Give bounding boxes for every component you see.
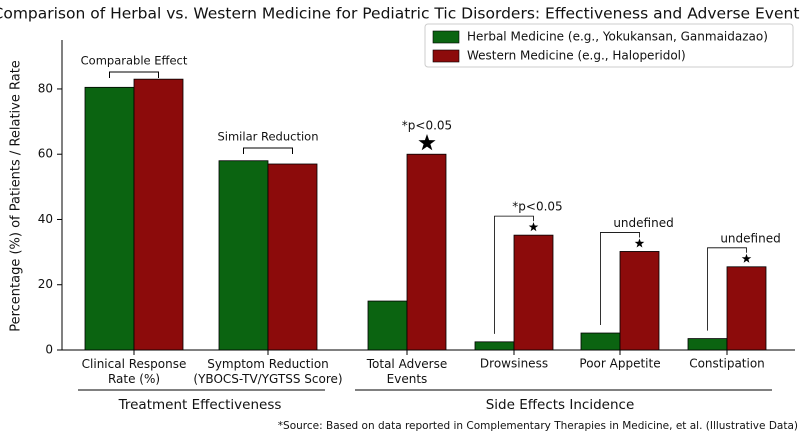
bracket	[494, 215, 534, 334]
legend-label: Herbal Medicine (e.g., Yokukansan, Ganma…	[467, 30, 768, 44]
annotation: Similar Reduction	[217, 130, 318, 144]
bar	[367, 300, 408, 351]
chart-title: Comparison of Herbal vs. Western Medicin…	[0, 5, 800, 23]
x-tick-label: Symptom Reduction (YBOCS-TV/YGTSS Score)	[193, 357, 342, 386]
bar	[580, 332, 621, 351]
bar	[726, 266, 767, 351]
annotation: Comparable Effect	[81, 54, 188, 68]
annotation: *p<0.05	[402, 119, 452, 133]
y-axis-label: Percentage (%) of Patients / Relative Ra…	[9, 60, 24, 332]
y-tick-label: 60	[38, 147, 53, 161]
bar	[218, 160, 269, 351]
significance-star	[634, 238, 645, 248]
bar	[687, 338, 728, 351]
x-tick-label: Poor Appetite	[579, 357, 660, 371]
bar	[474, 341, 515, 351]
significance-star	[741, 253, 752, 263]
significance-star	[528, 222, 539, 232]
bar	[84, 86, 135, 351]
x-tick-label: Clinical Response Rate (%)	[82, 357, 187, 386]
bar	[133, 78, 184, 351]
bracket	[600, 232, 640, 326]
legend-swatch	[432, 49, 460, 63]
y-tick-label: 20	[38, 277, 53, 291]
bar	[619, 251, 660, 351]
annotation: undefined	[720, 231, 780, 245]
y-tick-label: 40	[38, 212, 53, 226]
bracket	[109, 71, 159, 78]
bar	[267, 163, 318, 351]
x-tick-label: Constipation	[689, 357, 765, 371]
bracket	[243, 147, 293, 154]
legend-label: Western Medicine (e.g., Haloperidol)	[467, 49, 686, 63]
source-note: *Source: Based on data reported in Compl…	[278, 420, 798, 432]
x-tick-label: Total Adverse Events	[366, 357, 448, 386]
legend-swatch	[432, 30, 460, 44]
legend-box	[424, 23, 794, 68]
group-label: Side Effects Incidence	[486, 397, 635, 413]
significance-star	[418, 134, 436, 151]
annotation: undefined	[613, 216, 673, 230]
bracket	[707, 247, 747, 331]
y-tick-label: 0	[45, 343, 53, 357]
group-label: Treatment Effectiveness	[118, 397, 282, 413]
bar	[513, 234, 554, 351]
annotation: *p<0.05	[512, 200, 562, 214]
bar	[406, 153, 447, 351]
x-tick-label: Drowsiness	[480, 357, 548, 371]
y-tick-label: 80	[38, 81, 53, 95]
